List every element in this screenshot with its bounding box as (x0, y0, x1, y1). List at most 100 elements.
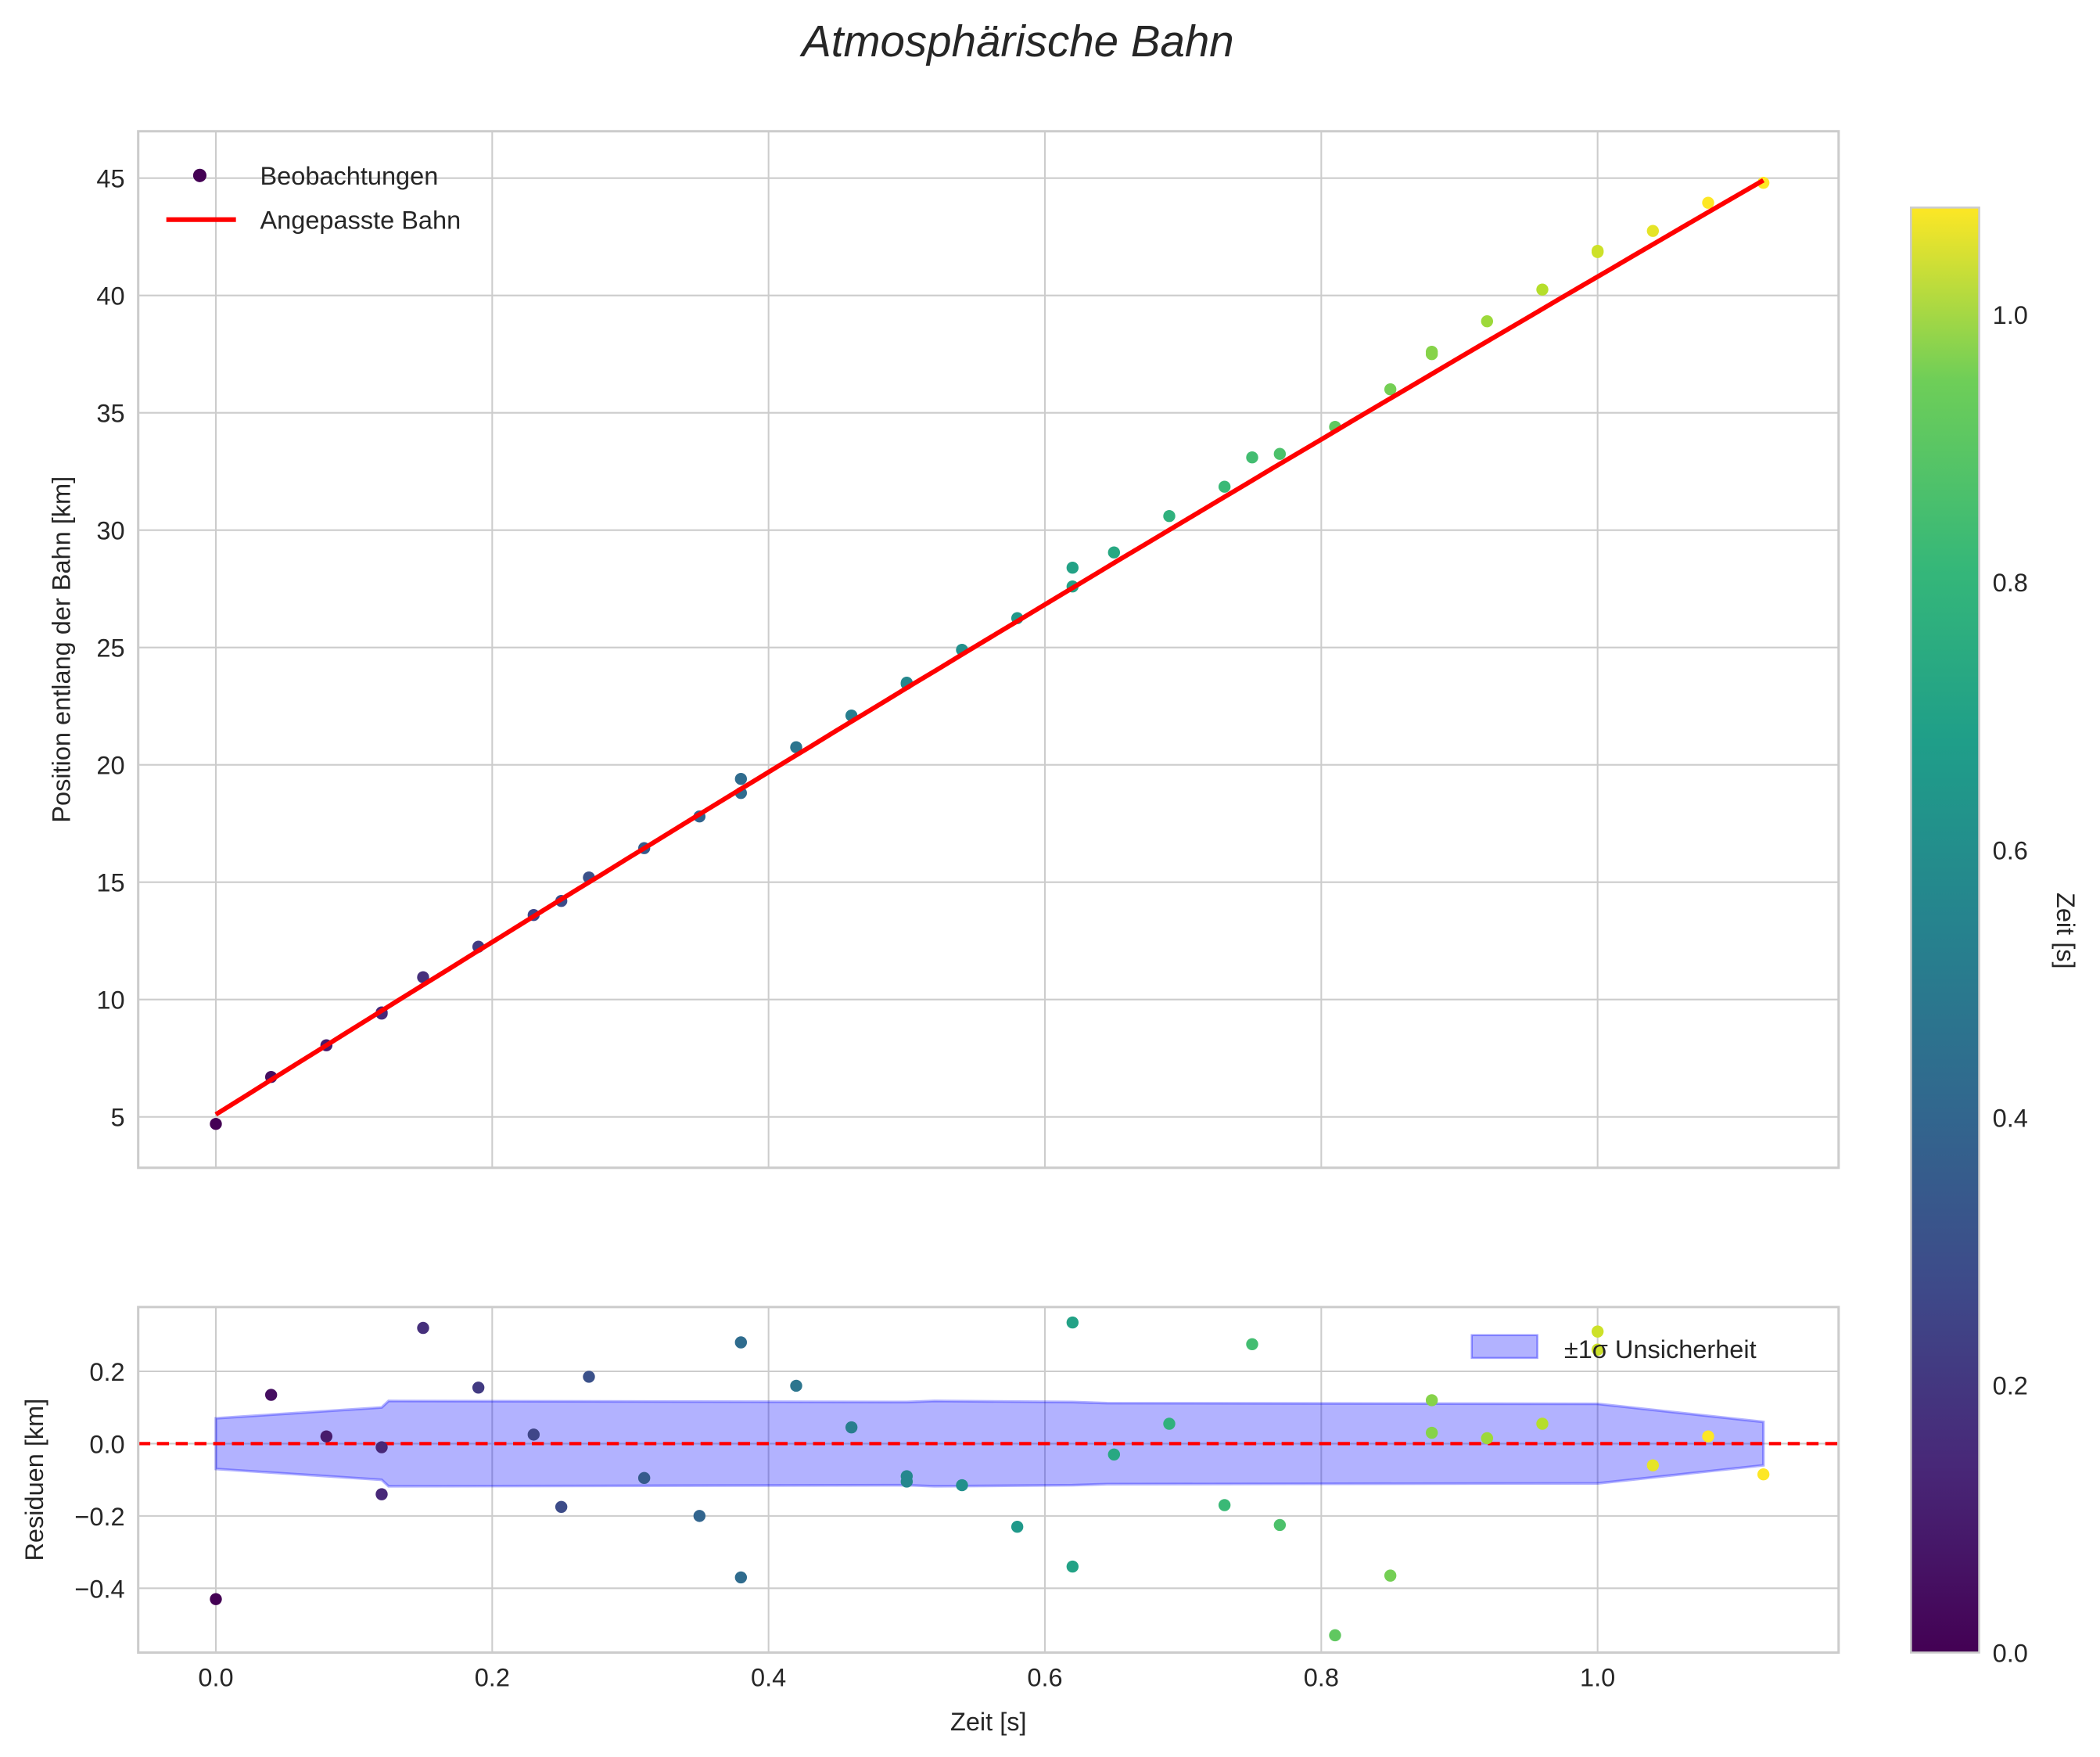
observation-point (1481, 314, 1494, 328)
legend-patch-uncertainty (1470, 1334, 1538, 1360)
observation-point (210, 1118, 222, 1130)
residual-point (1646, 1459, 1660, 1471)
legend-label-fit: Angepasste Bahn (260, 207, 461, 235)
x-tick-label: 0.2 (475, 1663, 510, 1691)
y-tick-label: 35 (96, 400, 124, 428)
observation-point (1591, 244, 1604, 257)
residual-point (264, 1389, 278, 1401)
y-tick-label: −0.2 (74, 1503, 124, 1531)
residual-point (1591, 1343, 1604, 1356)
y-tick-label: 20 (96, 752, 124, 780)
x-tick-label: 0.8 (1304, 1663, 1339, 1691)
y-tick-label: 0.0 (89, 1430, 124, 1458)
y-tick-label: 30 (96, 517, 124, 545)
residual-point (734, 1571, 748, 1584)
colorbar-tick-label: 0.6 (1993, 836, 2028, 864)
residual-point (1066, 1316, 1079, 1329)
residual-point (734, 1336, 748, 1349)
residual-point (320, 1430, 333, 1443)
residual-point (1107, 1448, 1121, 1461)
residual-point (1218, 1499, 1231, 1511)
colorbar-tick-label: 0.0 (1993, 1639, 2028, 1667)
chart-title: Atmosphärische Bahn (799, 16, 1234, 66)
residual-point (375, 1488, 388, 1500)
observation-point (734, 773, 748, 785)
top-axes: 5 10 15 20 25 30 35 40 45 (96, 130, 1840, 1170)
legend-label-observations: Beobachtungen (260, 162, 438, 190)
colorbar-tick-label: 1.0 (1993, 301, 2028, 329)
legend-label-uncertainty: ±1σ Unsicherheit (1564, 1335, 1757, 1364)
x-tick-label: 0.6 (1027, 1663, 1062, 1691)
top-legend: Beobachtungen Angepasste Bahn (166, 162, 461, 235)
colorbar-tick-label: 0.2 (1993, 1371, 2028, 1399)
axes-frame (137, 1306, 1840, 1655)
residual-point (637, 1471, 651, 1485)
y-tick-label: 40 (96, 282, 124, 311)
observation-point (1218, 480, 1231, 493)
residual-point (417, 1321, 429, 1335)
observation-point (1536, 283, 1549, 296)
colorbar-tick-label: 0.8 (1993, 569, 2028, 597)
colorbar: 0.0 0.2 0.4 0.6 0.8 1.0 (1909, 207, 2028, 1667)
colorbar-label: Zeit [s] (2052, 893, 2080, 969)
residual-point (1066, 1560, 1079, 1573)
observation-point (1066, 561, 1079, 574)
x-tick-label: 0.4 (751, 1663, 786, 1691)
residual-point (1425, 1394, 1438, 1407)
x-axis-label: Zeit [s] (950, 1708, 1027, 1736)
residual-point (900, 1475, 914, 1488)
observation-point (1273, 447, 1287, 460)
axes-frame (137, 130, 1840, 1170)
observation-point (790, 741, 802, 753)
residual-point (956, 1479, 968, 1492)
residual-point (1481, 1432, 1494, 1445)
y-axis-label: Position entlang der Bahn [km] (47, 476, 75, 823)
y-tick-label: 25 (96, 634, 124, 663)
residual-point (693, 1510, 706, 1522)
y-tick-label: −0.4 (74, 1575, 124, 1603)
observation-point (1246, 451, 1258, 464)
y-tick-label: 15 (96, 869, 124, 897)
observation-point (1702, 196, 1714, 209)
residual-point (583, 1371, 595, 1383)
observation-point (1646, 225, 1660, 237)
fit-curve (214, 178, 1765, 1117)
residual-point (1246, 1338, 1258, 1351)
residual-legend: ±1σ Unsicherheit (1470, 1334, 1757, 1364)
residual-point (1011, 1521, 1024, 1533)
x-tick-label: 0.0 (198, 1663, 233, 1691)
residual-point (1163, 1417, 1176, 1430)
residual-point (472, 1382, 485, 1394)
legend-marker-observations (192, 168, 207, 182)
observation-point (417, 971, 429, 983)
residual-point (1536, 1417, 1549, 1430)
residual-point (1702, 1430, 1714, 1443)
residual-point (1384, 1569, 1397, 1582)
colorbar-gradient (1909, 207, 1980, 1654)
y-tick-label: 0.2 (89, 1358, 124, 1386)
residual-point (375, 1441, 388, 1453)
observation-point (1425, 345, 1438, 358)
y-tick-label: 10 (96, 986, 124, 1015)
x-tick-label: 1.0 (1580, 1663, 1615, 1691)
residual-point (790, 1379, 802, 1392)
observation-point (1384, 383, 1397, 396)
residual-point (527, 1428, 540, 1441)
y-tick-label: 5 (110, 1104, 124, 1132)
residual-point (555, 1500, 568, 1514)
residual-y-axis-label: Residuen [km] (20, 1399, 48, 1561)
y-tick-label: 45 (96, 165, 124, 193)
residual-point (1425, 1426, 1438, 1439)
residual-point (1273, 1518, 1287, 1532)
observation-point (1107, 546, 1121, 559)
observation-point (1163, 509, 1176, 523)
residual-point (845, 1421, 858, 1434)
residual-point (1591, 1325, 1604, 1338)
residual-point (1329, 1629, 1341, 1642)
colorbar-tick-label: 0.4 (1993, 1104, 2028, 1132)
plot-area (138, 1306, 1839, 1653)
residual-axes: 0.0 0.2 0.4 0.6 0.8 1.0 −0.4 −0.2 0.0 0.2 (74, 1306, 1840, 1691)
residual-point (210, 1593, 222, 1605)
residual-point (1757, 1468, 1770, 1481)
